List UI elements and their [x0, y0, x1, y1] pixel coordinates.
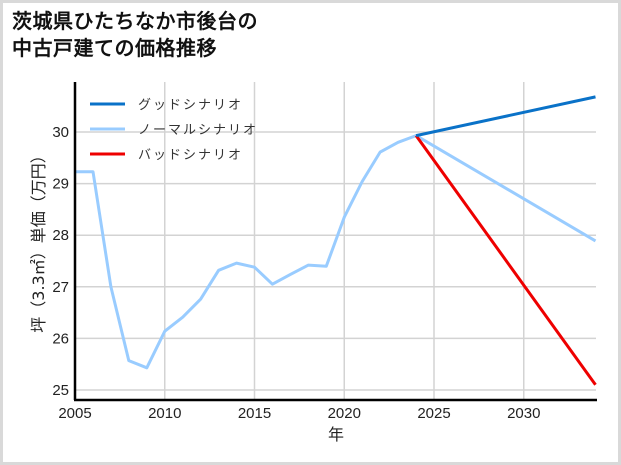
x-tick-label: 2020 [328, 405, 361, 422]
legend-label: ノーマルシナリオ [138, 123, 258, 138]
y-tick-label: 26 [52, 330, 69, 347]
x-tick-label: 2025 [417, 405, 450, 422]
legend-label: バッドシナリオ [138, 148, 243, 163]
y-tick-label: 30 [52, 124, 69, 141]
legend-label: グッドシナリオ [138, 98, 243, 113]
chart-title-line-1: 茨城県ひたちなか市後台の [12, 9, 258, 33]
x-tick-label: 2030 [507, 405, 540, 422]
data-series [75, 95, 597, 386]
y-tick-label: 25 [52, 382, 69, 399]
series-line-2 [414, 134, 597, 386]
x-tick-label: 2005 [58, 405, 91, 422]
axes [73, 82, 597, 402]
x-tick-label: 2015 [238, 405, 271, 422]
y-tick-label: 27 [52, 279, 69, 296]
chart-title-line-2: 中古戸建ての価格推移 [12, 36, 217, 60]
x-tick-label: 2010 [148, 405, 181, 422]
x-axis-label: 年 [328, 425, 344, 444]
chart-title: 茨城県ひたちなか市後台の 中古戸建ての価格推移 [12, 8, 258, 62]
y-tick-label: 29 [52, 176, 69, 193]
series-line-0 [415, 95, 596, 138]
x-tick-labels: 2005 2010 2015 2020 2025 2030 [58, 405, 540, 422]
y-tick-labels: 25 26 27 28 29 30 [52, 124, 69, 399]
y-axis-label: 坪（3.3㎡）単価（万円） [29, 147, 48, 332]
y-tick-label: 28 [52, 227, 69, 244]
series-line-1 [75, 134, 597, 370]
